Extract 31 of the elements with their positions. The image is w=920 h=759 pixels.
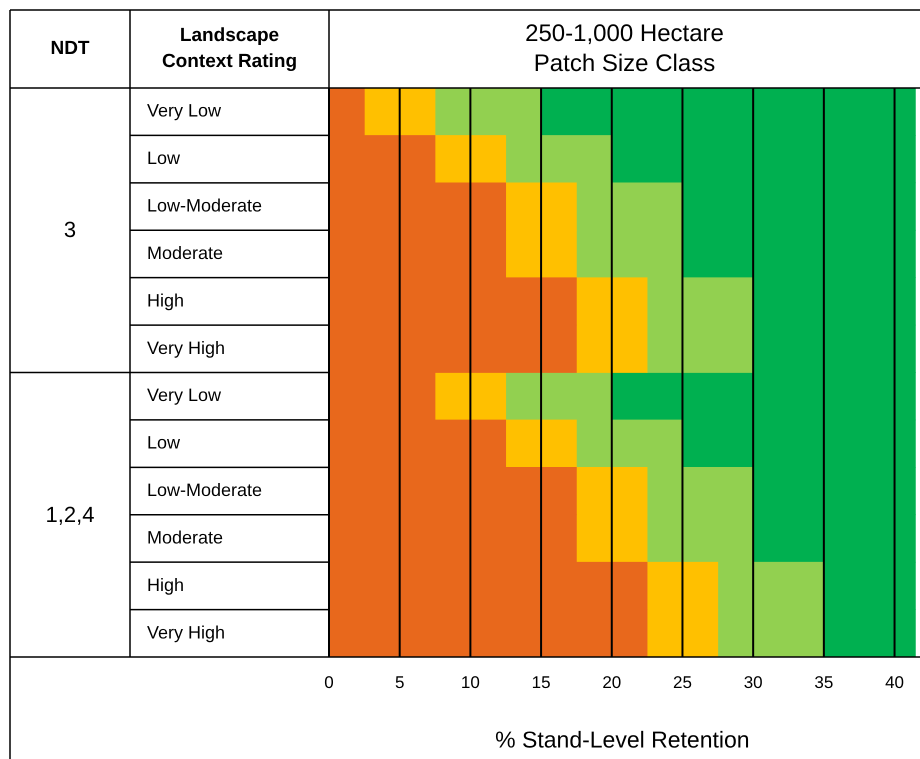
y-tick-label: High [147,574,184,595]
x-tick-label: 10 [460,672,480,692]
x-tick-label: 0 [324,672,334,692]
y-tick-label: Low [147,148,182,168]
y-tick-label: High [147,290,184,310]
y-tick-label: Moderate [147,527,224,548]
x-tick-label: 5 [394,672,404,692]
y-tick-label: Low [147,432,182,453]
bar [364,88,436,136]
x-tick-label: 30 [744,672,763,692]
y-axis-title: Landscape Context Rating [160,24,298,74]
y-tick-label: Very High [147,338,226,358]
y-tick-label: Moderate [147,242,224,263]
text: NDT [49,37,91,61]
text: 3 [62,216,78,244]
x-tick-label: 35 [814,672,834,692]
bar [505,420,577,468]
y-tick-label: Very Low [147,385,222,406]
x-tick-label: 15 [532,672,551,692]
bar [434,135,506,184]
x-tick-label: 40 [885,672,904,692]
y-tick-label: Very Low [147,100,222,121]
x-tick-label: 25 [673,672,692,692]
chart-title: 250-1,000 Hectare Patch Size Class [524,19,725,79]
y-tick-label: Low-Moderate [147,196,262,216]
y-tick-label: Very High [147,622,226,642]
text: 1,2,4 [44,500,96,529]
y-tick-label: Low-Moderate [147,480,262,500]
bar [434,372,506,420]
x-axis-title: % Stand-Level Retention [495,726,750,753]
x-tick-label: 20 [602,672,622,692]
